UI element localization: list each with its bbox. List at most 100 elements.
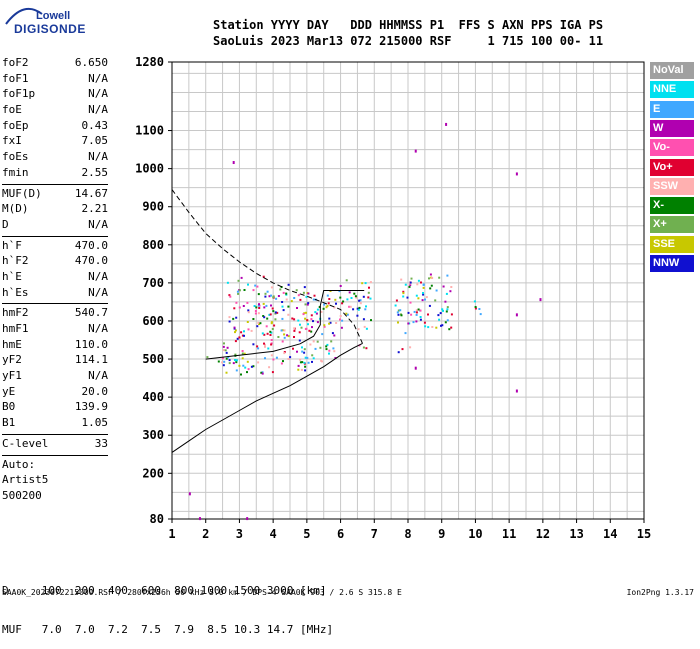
echo-point (271, 371, 274, 374)
echo-point (445, 310, 448, 313)
echo-point (243, 289, 246, 291)
param-value: 6.650 (74, 56, 108, 69)
legend-item-noval: NoVal (650, 62, 694, 79)
echo-point (235, 316, 238, 319)
echo-point (311, 326, 313, 329)
param-row-g4-0: hmF2 540.7 (2, 306, 108, 322)
x-tick-label: 14 (603, 527, 617, 541)
param-row-g4-3: yF2 114.1 (2, 353, 108, 369)
echo-point (365, 347, 368, 350)
echo-point (307, 361, 310, 364)
echo-point (246, 517, 249, 521)
echo-point (312, 357, 315, 360)
echo-point (270, 304, 272, 307)
echo-point (304, 303, 307, 306)
echo-point (246, 321, 249, 323)
echo-point (345, 279, 348, 282)
echo-point (233, 307, 236, 310)
echo-point (367, 296, 370, 299)
y-tick-label: 300 (142, 428, 164, 442)
echo-point (473, 300, 476, 303)
echo-point (304, 369, 307, 372)
x-tick-label: 7 (371, 527, 378, 541)
echo-point (263, 333, 266, 336)
echo-point (415, 313, 418, 316)
param-name: h`F2 (2, 254, 29, 268)
echo-point (280, 329, 283, 332)
echo-point (268, 295, 271, 298)
echo-point (247, 283, 249, 286)
param-row-clevel: C-level 33 (2, 437, 108, 453)
echo-point (298, 339, 301, 342)
echo-point (260, 371, 263, 374)
echo-point (254, 312, 257, 315)
echo-point (222, 349, 225, 352)
logo-digisonde: DIGISONDE (14, 22, 86, 36)
param-name: yF1 (2, 369, 22, 383)
x-tick-label: 6 (337, 527, 344, 541)
echo-point (264, 343, 266, 346)
echo-point (281, 301, 284, 303)
echo-point (333, 350, 336, 353)
echo-point (271, 307, 274, 310)
echo-point (270, 343, 273, 346)
echo-point (274, 312, 277, 315)
echo-point (340, 326, 343, 329)
y-tick-label: 800 (142, 238, 164, 252)
echo-point (234, 340, 237, 343)
echo-point (404, 283, 407, 286)
echo-point (345, 312, 348, 315)
echo-point (415, 311, 418, 314)
echo-point (442, 309, 444, 312)
echo-point (297, 364, 300, 367)
echo-point (427, 326, 430, 329)
echo-point (441, 308, 444, 311)
echo-point (422, 293, 425, 296)
echo-point (413, 310, 416, 313)
echo-point (318, 306, 321, 308)
echo-point (255, 306, 258, 309)
param-name: foE (2, 103, 22, 117)
echo-point (246, 360, 249, 363)
echo-point (304, 356, 307, 359)
param-row-g3-2: h`E N/A (2, 270, 108, 286)
echo-point (295, 289, 298, 292)
echo-point (227, 356, 230, 359)
echo-point (270, 286, 273, 289)
echo-point (342, 300, 345, 303)
echo-point (397, 313, 400, 316)
param-value: 1.05 (81, 416, 109, 430)
echo-point (444, 321, 447, 324)
echo-point (264, 292, 267, 295)
echo-point (356, 314, 359, 317)
param-value: 2.21 (81, 202, 109, 216)
echo-point (257, 293, 260, 296)
echo-point (285, 293, 288, 296)
echo-point (283, 352, 286, 355)
echo-point (450, 313, 453, 316)
echo-point (241, 357, 244, 360)
echo-point (431, 277, 434, 279)
echo-point (365, 327, 368, 330)
echo-point (266, 317, 269, 320)
echo-point (226, 281, 229, 284)
echo-point (429, 287, 432, 290)
param-row-g4-7: B1 1.05 (2, 416, 108, 432)
echo-point (237, 292, 240, 295)
echo-point (293, 336, 295, 338)
echo-point (236, 337, 239, 340)
echo-point (422, 283, 425, 286)
echo-point (252, 365, 255, 368)
echo-point (250, 365, 253, 368)
echo-point (234, 329, 237, 332)
echo-point (355, 296, 358, 299)
echo-point (424, 298, 426, 301)
param-row-g4-5: yE 20.0 (2, 385, 108, 401)
echo-point (287, 335, 290, 338)
digisonde-logo-icon (5, 7, 43, 25)
echo-point (283, 329, 286, 332)
echo-point (417, 279, 420, 282)
echo-point (338, 290, 341, 293)
param-name: MUF(D) (2, 186, 42, 200)
echo-point (428, 304, 431, 307)
